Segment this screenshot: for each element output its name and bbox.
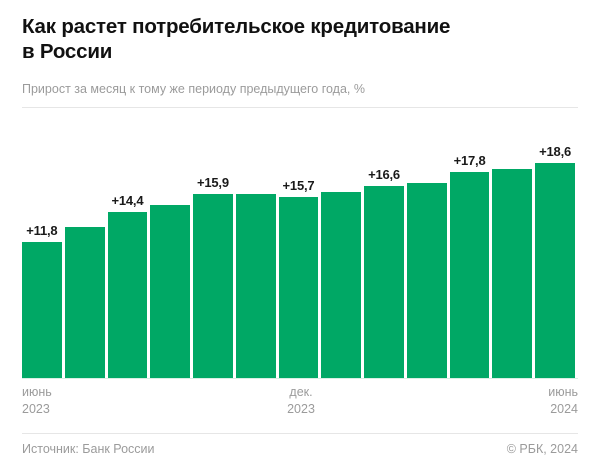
bar-slot[interactable]: +16,6 xyxy=(364,120,404,378)
x-axis-tick-end-year: 2024 xyxy=(550,402,578,416)
bar-value-label: +11,8 xyxy=(26,222,58,238)
bar-value-label: +15,7 xyxy=(282,177,315,193)
header-divider xyxy=(22,107,578,108)
page-title: Как растет потребительское кредитование … xyxy=(22,15,451,63)
chart-subtitle: Прирост за месяц к тому же периоду преды… xyxy=(22,82,365,96)
x-axis-tick-start: июнь 2023 xyxy=(22,384,52,418)
chart-header: Как растет потребительское кредитование … xyxy=(22,14,578,97)
bar-slot[interactable]: +15,7 xyxy=(278,120,319,378)
bar-slot[interactable]: +14,4 xyxy=(107,120,148,378)
bar-slot[interactable] xyxy=(235,120,276,378)
bar[interactable] xyxy=(535,163,575,378)
bar[interactable] xyxy=(321,192,362,378)
bar[interactable] xyxy=(278,196,319,378)
x-axis-tick-end: июнь 2024 xyxy=(548,384,578,418)
bar[interactable] xyxy=(64,226,105,378)
bar-value-label: +16,6 xyxy=(368,167,400,183)
x-axis-tick-mid-month: дек. xyxy=(289,385,313,399)
bar[interactable] xyxy=(22,241,62,378)
bar[interactable] xyxy=(406,182,447,378)
bar-slot[interactable] xyxy=(64,120,105,378)
bar[interactable] xyxy=(364,186,404,378)
bar[interactable] xyxy=(449,172,490,378)
chart-footer: Источник: Банк России © РБК, 2024 xyxy=(22,442,578,456)
x-axis-tick-mid: дек. 2023 xyxy=(287,384,315,418)
copyright-label: © РБК, 2024 xyxy=(506,442,578,456)
bar-value-label: +17,8 xyxy=(453,153,486,169)
bar[interactable] xyxy=(235,194,276,378)
chart-plot-area: +11,8 +14,4 +15,9 +15,7 +16,6 +17,8 +18,6 xyxy=(22,120,578,378)
source-label: Источник: Банк России xyxy=(22,442,155,456)
bar-slot[interactable]: +18,6 xyxy=(535,120,575,378)
bar[interactable] xyxy=(492,168,533,378)
bar-slot[interactable] xyxy=(150,120,191,378)
bar-slot[interactable]: +11,8 xyxy=(22,120,62,378)
bar-slot[interactable] xyxy=(492,120,533,378)
chart-baseline xyxy=(22,378,578,379)
bar-slot[interactable]: +17,8 xyxy=(449,120,490,378)
bar-value-label: +18,6 xyxy=(539,144,572,160)
bar-value-label: +15,9 xyxy=(196,175,229,191)
bar[interactable] xyxy=(107,211,148,378)
x-axis-tick-start-month: июнь xyxy=(22,385,52,399)
x-axis-tick-mid-year: 2023 xyxy=(287,402,315,416)
footer-divider xyxy=(22,433,578,434)
bar-slot[interactable] xyxy=(406,120,447,378)
bar-value-label: +14,4 xyxy=(111,192,144,208)
x-axis-tick-end-month: июнь xyxy=(548,385,578,399)
bar-series: +11,8 +14,4 +15,9 +15,7 +16,6 +17,8 +18,6 xyxy=(22,120,578,378)
bar[interactable] xyxy=(193,194,233,378)
x-axis-tick-start-year: 2023 xyxy=(22,402,50,416)
bar-slot[interactable] xyxy=(321,120,362,378)
bar[interactable] xyxy=(150,204,191,378)
bar-slot[interactable]: +15,9 xyxy=(193,120,233,378)
x-axis: июнь 2023 дек. 2023 июнь 2024 xyxy=(22,384,578,424)
